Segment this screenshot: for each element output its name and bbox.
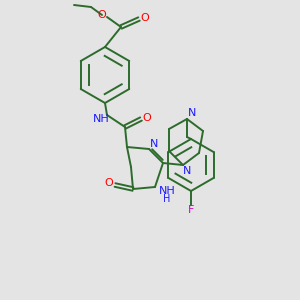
Text: O: O xyxy=(142,113,152,123)
Text: NH: NH xyxy=(159,186,176,196)
Text: N: N xyxy=(150,139,158,149)
Text: O: O xyxy=(141,13,149,23)
Text: NH: NH xyxy=(93,114,110,124)
Text: N: N xyxy=(183,166,191,176)
Text: N: N xyxy=(188,108,196,118)
Text: O: O xyxy=(98,10,106,20)
Text: F: F xyxy=(188,205,194,215)
Text: O: O xyxy=(105,178,113,188)
Text: H: H xyxy=(163,194,171,204)
